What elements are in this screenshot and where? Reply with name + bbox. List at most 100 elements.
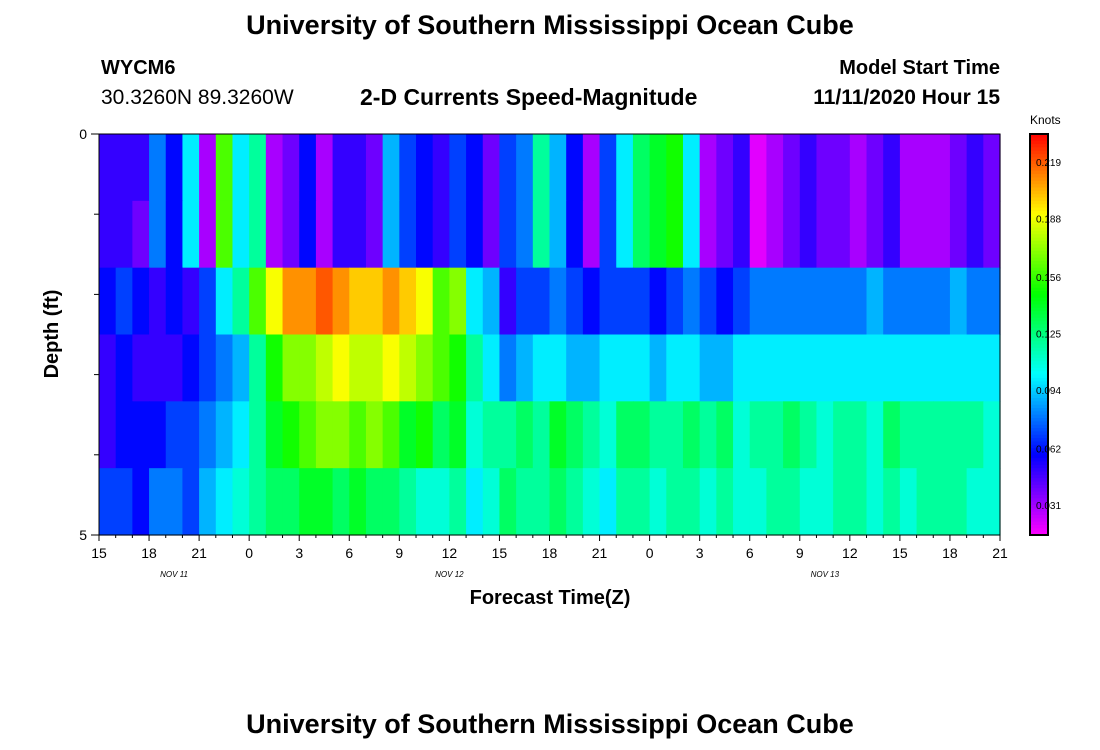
heatmap-cell (699, 401, 717, 469)
heatmap-cell (165, 334, 184, 402)
colorbar-tick-label: 0.062 (1036, 444, 1061, 455)
heatmap-cell (99, 468, 117, 536)
heatmap-cell (466, 267, 484, 336)
heatmap-cell (149, 468, 167, 536)
heatmap-cell (482, 401, 501, 469)
heatmap-cell (199, 401, 217, 469)
heatmap-cell (699, 334, 717, 402)
heatmap-cell (816, 200, 834, 269)
heatmap-cell (966, 267, 984, 336)
heatmap-cell (849, 401, 868, 469)
heatmap-cell (699, 134, 717, 202)
colorbar: 0.219 0.188 0.156 0.125 0.094 0.062 0.031 (1029, 133, 1061, 536)
heatmap-cell (449, 468, 467, 536)
heatmap-cell (649, 267, 667, 336)
heatmap-cell (332, 401, 350, 469)
heatmap-cell (232, 267, 250, 336)
heatmap-cell (883, 267, 901, 336)
heatmap-cell (165, 267, 184, 336)
heatmap-cell (949, 267, 968, 336)
heatmap-cell (666, 401, 684, 469)
heatmap-cell (382, 334, 400, 402)
heatmap-cell (99, 401, 117, 469)
heatmap-cell (416, 401, 434, 469)
heatmap-cell (199, 134, 217, 202)
heatmap-cell (132, 200, 150, 269)
colorbar-step (1030, 524, 1048, 529)
heatmap-cell (165, 134, 184, 202)
colorbar-step (1030, 354, 1048, 359)
colorbar-step (1030, 474, 1048, 479)
heatmap-cell (916, 468, 934, 536)
colorbar-step (1030, 324, 1048, 329)
colorbar-step (1030, 401, 1048, 406)
heatmap-cell (215, 401, 234, 469)
colorbar-step (1030, 458, 1048, 462)
heatmap-cell (499, 468, 517, 536)
colorbar-step (1030, 367, 1048, 372)
heatmap-cell (466, 200, 484, 269)
heatmap-cell (299, 267, 317, 336)
colorbar-step (1030, 150, 1048, 155)
heatmap-cell (165, 468, 184, 536)
heatmap-cell (249, 200, 267, 269)
colorbar-step (1030, 414, 1048, 419)
colorbar-step (1030, 518, 1048, 523)
heatmap-cell (549, 267, 567, 336)
heatmap-cell (349, 401, 367, 469)
heatmap-cell (566, 267, 584, 336)
colorbar-step (1030, 357, 1048, 362)
heatmap-cell (766, 468, 784, 536)
heatmap-cell (215, 200, 234, 269)
colorbar-step (1030, 448, 1048, 452)
heatmap-cell (149, 401, 167, 469)
heatmap-cell (983, 401, 1001, 469)
heatmap-cell (682, 334, 701, 402)
colorbar-step (1030, 267, 1048, 272)
heatmap-cell (649, 468, 667, 536)
heatmap-cell (365, 334, 384, 402)
heatmap-cell (582, 468, 601, 536)
heatmap-cell (983, 334, 1001, 402)
heatmap-cell (749, 200, 768, 269)
colorbar-step (1030, 404, 1048, 409)
colorbar-step (1030, 284, 1048, 289)
heatmap-cell (566, 468, 584, 536)
x-tick-label: 9 (796, 545, 804, 561)
heatmap-cell (666, 200, 684, 269)
heatmap-cell (499, 200, 517, 269)
colorbar-step (1030, 471, 1048, 476)
heatmap-cell (883, 468, 901, 536)
heatmap-cell (733, 200, 751, 269)
colorbar-step (1030, 454, 1048, 459)
y-tick-label: 0 (79, 126, 87, 142)
colorbar-step (1030, 160, 1048, 165)
colorbar-step (1030, 137, 1048, 142)
heatmap-cell (883, 401, 901, 469)
heatmap-cell (249, 468, 267, 536)
colorbar-step (1030, 177, 1048, 182)
heatmap-cell (566, 200, 584, 269)
colorbar-step (1030, 147, 1048, 152)
heatmap-cell (115, 334, 133, 402)
x-tick-label: 15 (892, 545, 908, 561)
heatmap-cell (482, 200, 501, 269)
colorbar-step (1030, 377, 1048, 382)
heatmap-cell (99, 134, 117, 202)
heatmap-cell (983, 200, 1001, 269)
colorbar-step (1030, 364, 1048, 369)
x-tick-label: 18 (542, 545, 558, 561)
heatmap-cell (983, 134, 1001, 202)
heatmap-cell (799, 267, 818, 336)
heatmap-cell (899, 267, 918, 336)
model-start-value: 11/11/2020 Hour 15 (813, 86, 1000, 109)
colorbar-step (1030, 311, 1048, 315)
colorbar-step (1030, 434, 1048, 439)
heatmap-cell (716, 200, 734, 269)
colorbar-step (1030, 341, 1048, 346)
heatmap-cell (933, 267, 951, 336)
heatmap-cell (716, 267, 734, 336)
heatmap-cell (332, 200, 350, 269)
heatmap-cell (766, 267, 784, 336)
heatmap-cell (532, 468, 551, 536)
